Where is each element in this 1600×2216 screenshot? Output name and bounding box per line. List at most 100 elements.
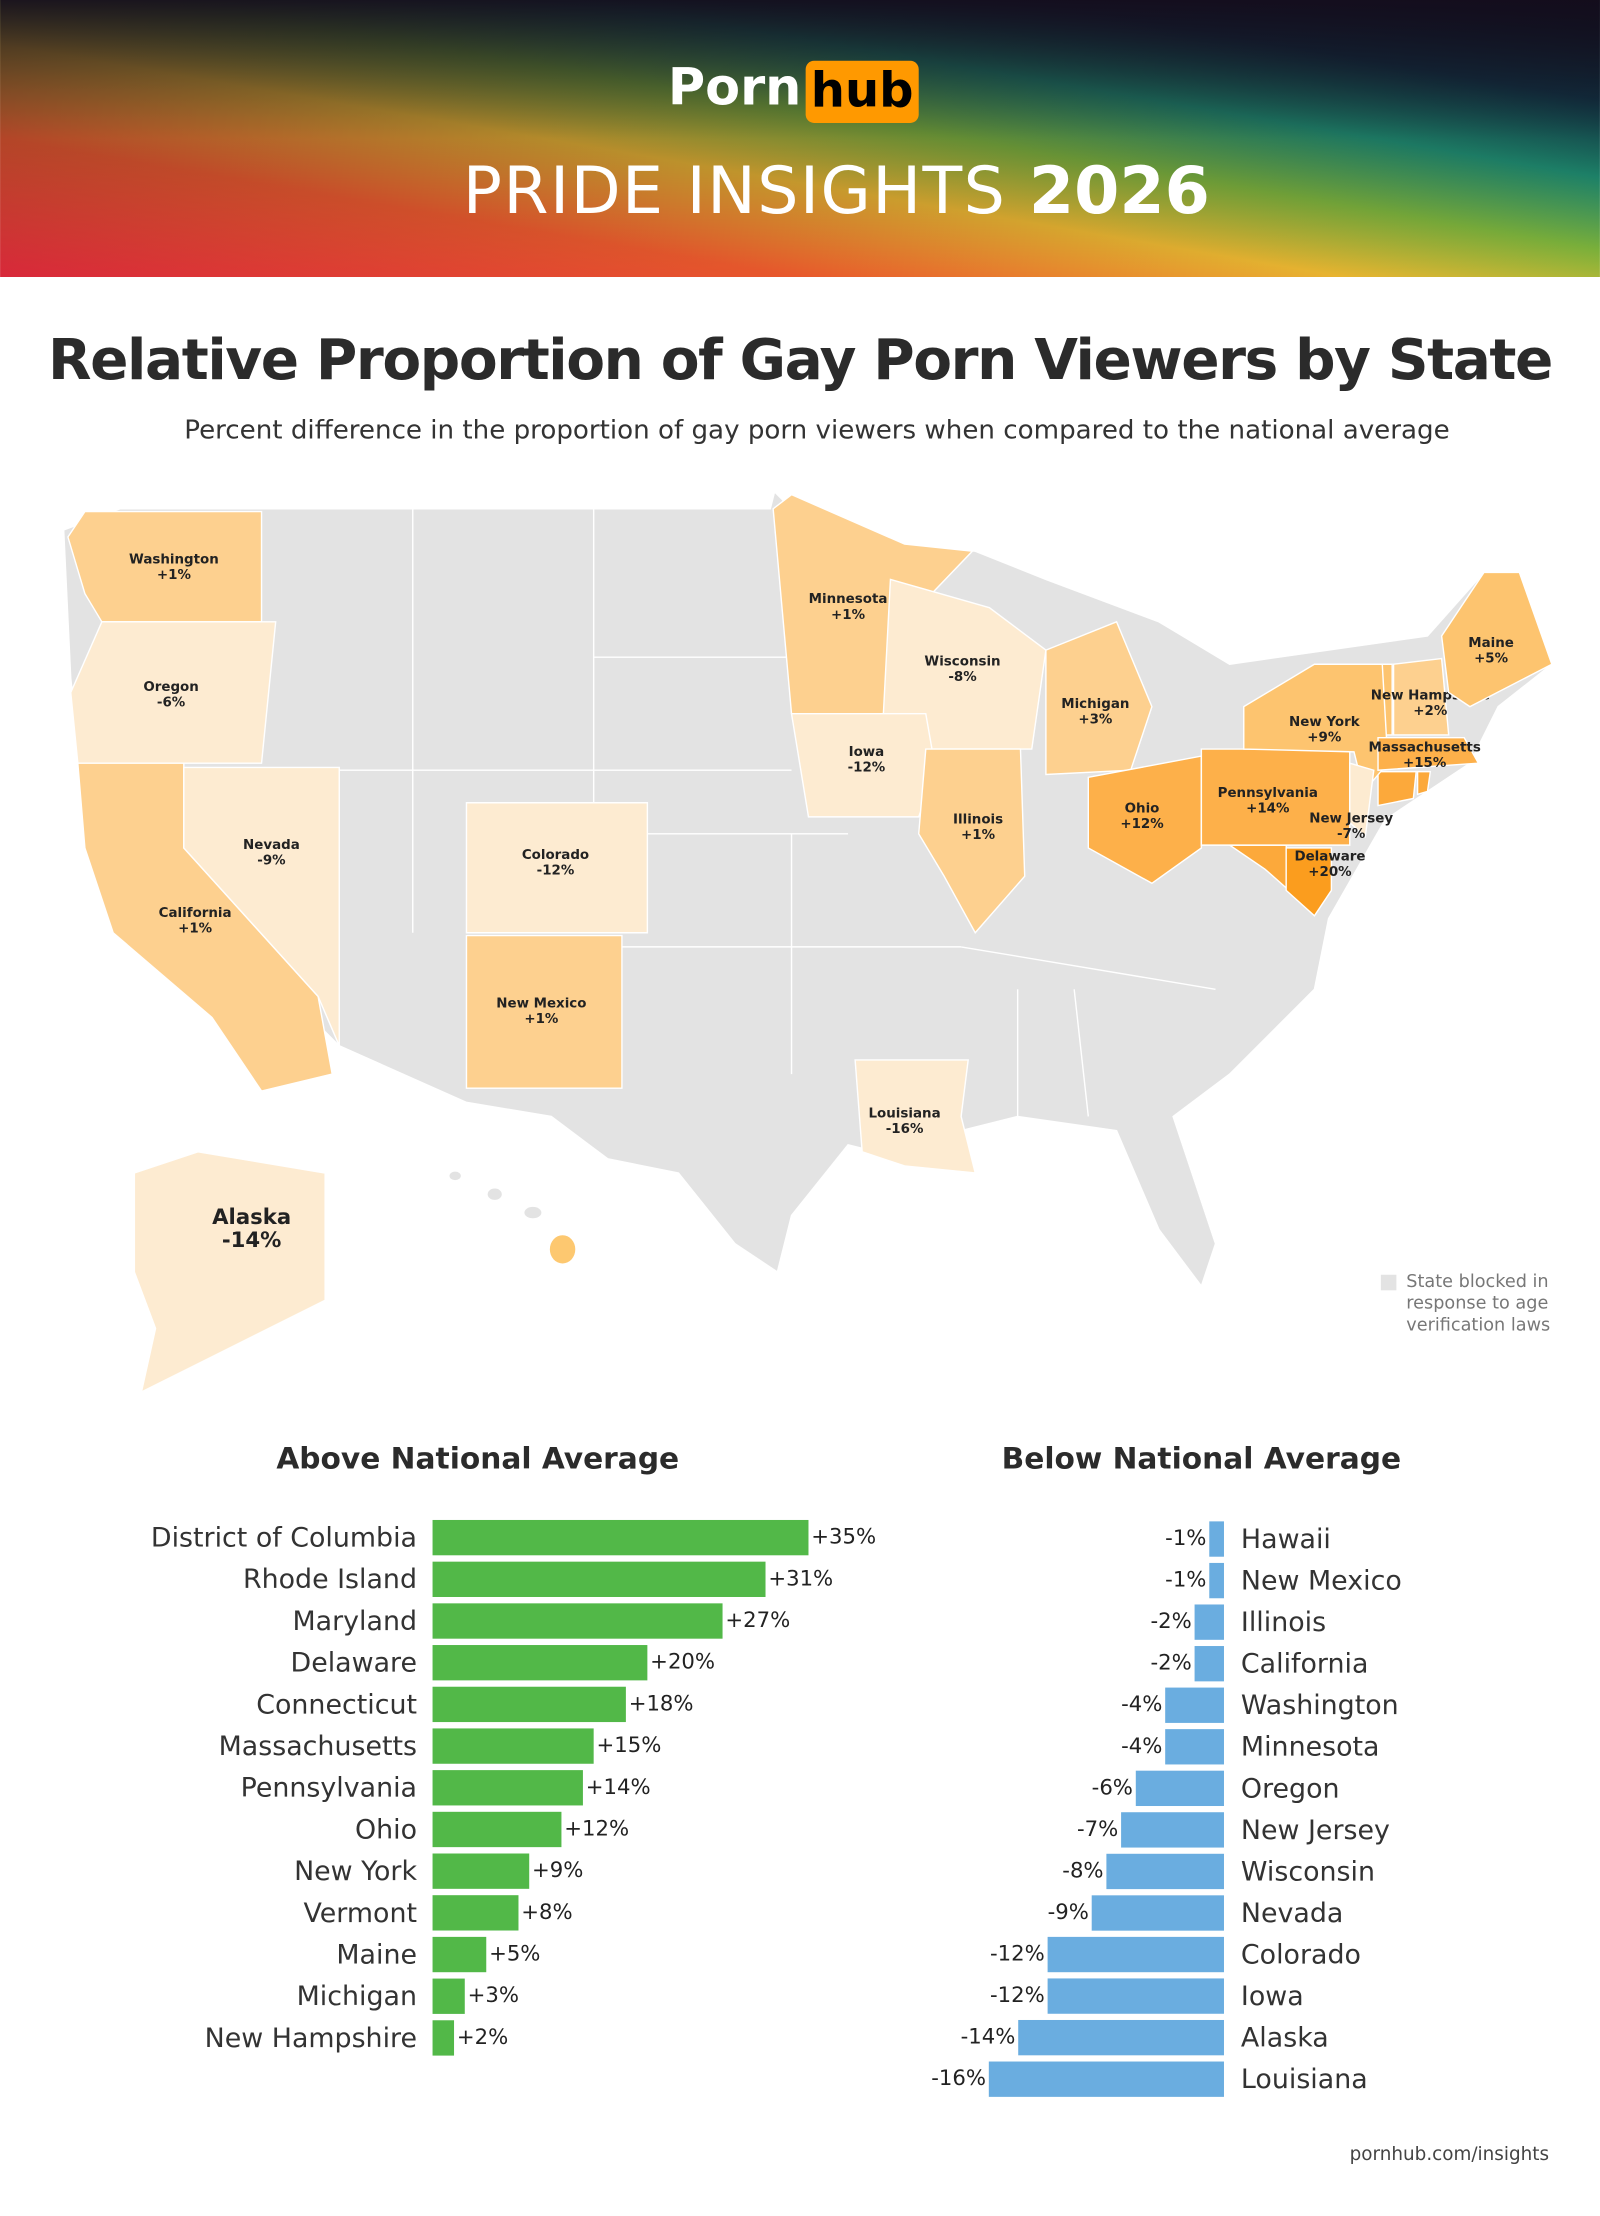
state-value: -12% xyxy=(848,760,886,775)
bar xyxy=(432,2020,455,2056)
state-value: +12% xyxy=(1120,817,1163,832)
value-label: +12% xyxy=(564,1815,629,1840)
legend-text: response to age xyxy=(1406,1294,1548,1314)
state xyxy=(1045,620,1153,776)
value-label: +20% xyxy=(650,1649,715,1674)
category-label: New York xyxy=(294,1856,417,1887)
category-label: Illinois xyxy=(1241,1607,1326,1638)
state-name: New Jersey xyxy=(1309,811,1393,826)
state-value: +1% xyxy=(178,922,212,937)
category-label: Massachusetts xyxy=(219,1731,417,1762)
category-label: Hawaii xyxy=(1241,1524,1331,1555)
value-label: -2% xyxy=(1150,1608,1191,1633)
state xyxy=(465,934,623,1089)
value-label: -4% xyxy=(1121,1733,1162,1758)
category-label: Wisconsin xyxy=(1241,1856,1375,1887)
state-value: -16% xyxy=(886,1122,924,1137)
bar xyxy=(432,1519,809,1556)
state-name: Alaska xyxy=(212,1204,291,1229)
state-value: -7% xyxy=(1337,827,1365,842)
value-label: -1% xyxy=(1165,1525,1206,1550)
state xyxy=(133,1151,326,1394)
category-label: Pennsylvania xyxy=(241,1773,417,1804)
category-label: Washington xyxy=(1241,1690,1399,1721)
category-label: Delaware xyxy=(291,1648,417,1679)
state-name: Nevada xyxy=(243,838,300,853)
state xyxy=(1440,571,1553,708)
bar xyxy=(432,1895,519,1931)
value-label: +35% xyxy=(811,1524,876,1549)
bar xyxy=(1091,1895,1224,1931)
chart-title: Above National Average xyxy=(276,1440,679,1475)
category-label: New Hampshire xyxy=(205,2023,417,2054)
state-name: Wisconsin xyxy=(924,654,1000,669)
category-label: Vermont xyxy=(304,1898,417,1929)
legend-text: verification laws xyxy=(1406,1316,1550,1336)
state-value: +15% xyxy=(1403,756,1446,771)
state-value: +5% xyxy=(1474,652,1508,667)
category-label: Colorado xyxy=(1241,1939,1361,1970)
bar xyxy=(1209,1562,1224,1599)
value-label: -7% xyxy=(1077,1816,1118,1841)
state-name: Iowa xyxy=(849,745,885,760)
state-name: Minnesota xyxy=(809,592,888,607)
category-label: Rhode Island xyxy=(243,1564,417,1595)
state-name: New York xyxy=(1289,715,1361,730)
bar xyxy=(1047,1936,1224,1973)
state-name: Pennsylvania xyxy=(1218,786,1318,801)
chart-title: Below National Average xyxy=(1002,1440,1401,1475)
state xyxy=(1243,663,1389,793)
header-title: PRIDE INSIGHTS xyxy=(463,154,1007,229)
value-label: -12% xyxy=(990,1982,1045,2007)
state-value: -12% xyxy=(537,864,575,879)
bar xyxy=(1106,1853,1224,1890)
category-label: Iowa xyxy=(1241,1981,1304,2012)
category-label: Oregon xyxy=(1241,1773,1340,1804)
bar xyxy=(1209,1521,1224,1557)
state xyxy=(1285,847,1333,917)
bar xyxy=(1194,1604,1224,1640)
value-label: +9% xyxy=(532,1857,583,1882)
value-label: +27% xyxy=(725,1607,790,1632)
state-borders xyxy=(339,508,1216,1117)
state xyxy=(917,748,1026,934)
logo-box xyxy=(805,60,919,123)
value-label: -9% xyxy=(1048,1899,1089,1924)
bar xyxy=(432,1978,465,2014)
state-name: Oregon xyxy=(143,680,198,695)
value-label: -14% xyxy=(961,2024,1016,2049)
header-year: 2026 xyxy=(1029,154,1210,229)
state-name: Michigan xyxy=(1061,697,1129,712)
category-label: Michigan xyxy=(297,1981,417,2012)
state-value: +14% xyxy=(1246,801,1289,816)
bar xyxy=(1135,1770,1224,1807)
bar xyxy=(988,2061,1224,2097)
category-label: Maryland xyxy=(293,1606,418,1637)
state-name: Delaware xyxy=(1294,849,1365,864)
category-label: Maine xyxy=(336,1939,417,1970)
value-label: -12% xyxy=(990,1941,1045,1966)
bar xyxy=(1047,1978,1224,2014)
bar xyxy=(432,1728,594,1764)
bar xyxy=(432,1561,766,1597)
state-value: -14% xyxy=(222,1227,282,1252)
state-name: Washington xyxy=(129,553,219,568)
value-label: +15% xyxy=(596,1732,661,1757)
state-value: -8% xyxy=(948,670,976,685)
state xyxy=(854,1059,977,1174)
value-label: +2% xyxy=(457,2024,508,2049)
state xyxy=(1087,755,1203,885)
bar xyxy=(432,1936,487,1973)
state-value: +2% xyxy=(1413,704,1447,719)
category-label: New Mexico xyxy=(1241,1566,1402,1597)
bar xyxy=(432,1811,562,1848)
header: Porn hub PRIDE INSIGHTS 2026 xyxy=(0,0,1600,277)
category-label: Minnesota xyxy=(1241,1732,1380,1763)
category-label: Alaska xyxy=(1241,2023,1329,2054)
category-label: Nevada xyxy=(1241,1898,1343,1929)
state-name: Colorado xyxy=(522,848,589,863)
bar xyxy=(1194,1646,1224,1682)
state xyxy=(1377,737,1480,771)
footer: pornhub.com/insights xyxy=(1350,2144,1549,2165)
